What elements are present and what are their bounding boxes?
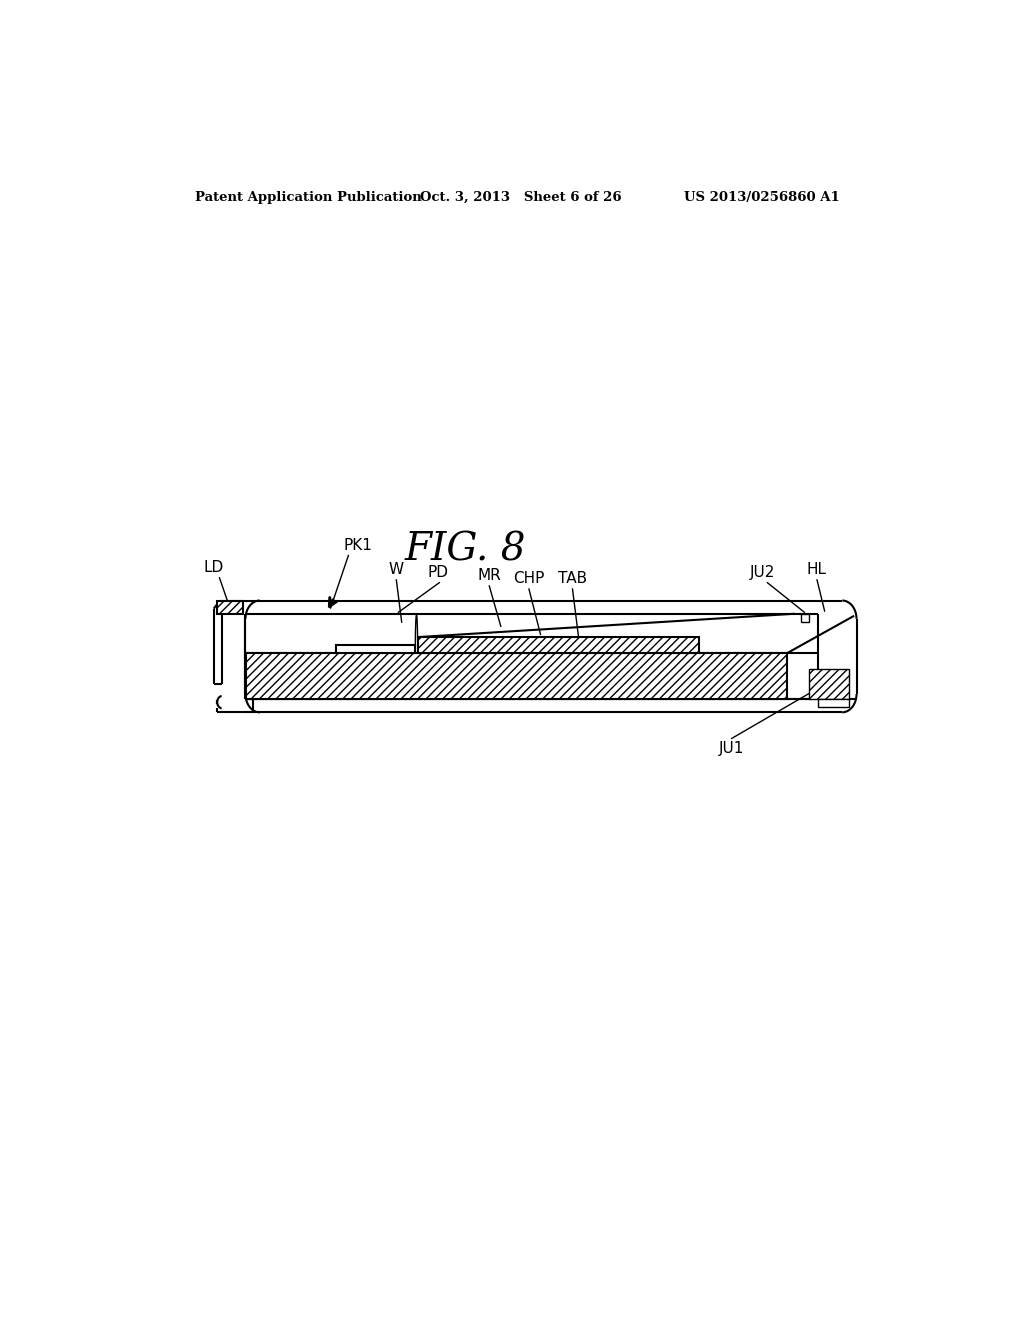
Text: Patent Application Publication: Patent Application Publication <box>196 191 422 205</box>
Bar <box>246 653 786 700</box>
Text: US 2013/0256860 A1: US 2013/0256860 A1 <box>684 191 840 205</box>
Text: MR: MR <box>477 568 501 583</box>
Text: TAB: TAB <box>558 572 587 586</box>
Text: CHP: CHP <box>513 572 545 586</box>
Bar <box>418 638 699 653</box>
Bar <box>217 601 243 614</box>
Text: LD: LD <box>204 560 224 576</box>
Bar <box>818 700 849 708</box>
Bar <box>336 645 416 653</box>
Text: FIG. 8: FIG. 8 <box>404 531 526 568</box>
Text: JU2: JU2 <box>751 565 775 581</box>
Text: PD: PD <box>427 565 449 581</box>
Text: W: W <box>389 562 403 577</box>
Text: HL: HL <box>807 562 826 577</box>
Text: PK1: PK1 <box>344 537 373 553</box>
Text: JU1: JU1 <box>719 741 743 756</box>
Text: Oct. 3, 2013   Sheet 6 of 26: Oct. 3, 2013 Sheet 6 of 26 <box>420 191 622 205</box>
Bar <box>801 614 809 622</box>
Bar <box>809 669 849 700</box>
